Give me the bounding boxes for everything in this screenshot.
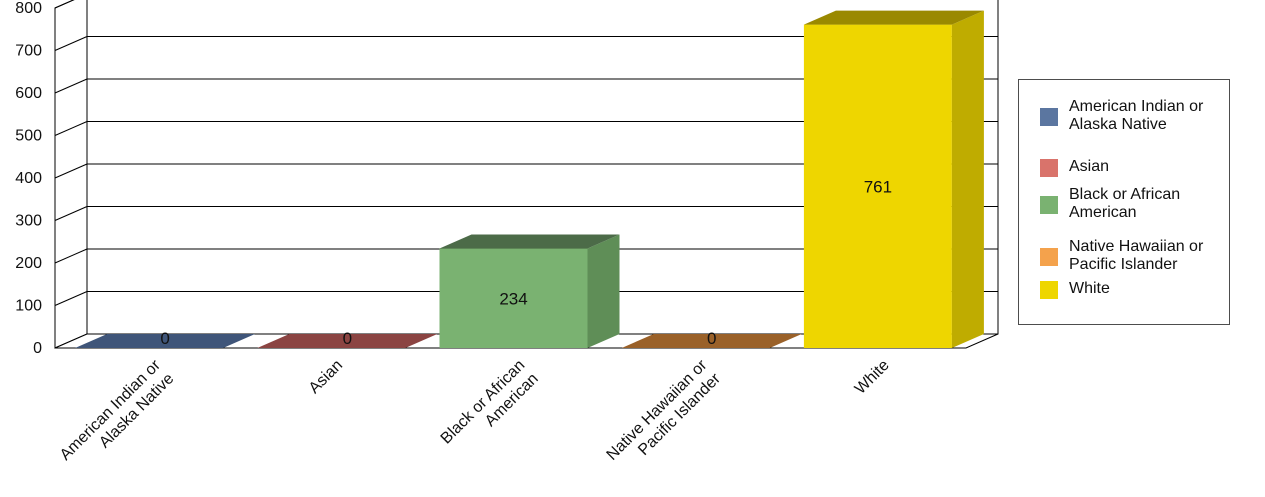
chart-legend: American Indian or Alaska Native Asian Blac…	[1018, 79, 1230, 325]
gridline-left	[54, 78, 88, 94]
bar	[803, 10, 984, 348]
legend-label: Asian	[1069, 158, 1110, 175]
x-tick-label: White	[852, 357, 893, 398]
data-label: 761	[864, 177, 892, 196]
gridline-left	[54, 163, 88, 179]
bar	[439, 234, 620, 348]
bar	[621, 334, 802, 348]
gridline-left	[54, 121, 88, 136]
y-tick-label: 0	[33, 340, 42, 357]
bar-front	[439, 248, 588, 348]
data-label: 0	[160, 329, 169, 348]
y-tick-label: 800	[15, 0, 42, 17]
bar-top	[803, 10, 984, 25]
y-tick-label: 200	[15, 255, 42, 272]
x-tick-label-line: White	[852, 357, 893, 398]
legend-label: American Indian or Alaska Native	[1069, 98, 1204, 133]
legend-label: Black or African American	[1069, 186, 1181, 221]
gridline-left	[54, 206, 88, 221]
gridline-left	[54, 0, 75, 9]
gridline-left	[54, 291, 88, 306]
x-tick-label: Asian	[306, 357, 346, 397]
bar-side	[951, 10, 984, 348]
legend-swatch	[1040, 108, 1058, 126]
bar-side	[587, 234, 620, 348]
data-label: 234	[499, 289, 527, 308]
chart-bars	[75, 10, 984, 348]
legend-swatch	[1040, 248, 1058, 266]
bar-chart: 0 100 200 300 400 500 600 700 800 0 American Indi…	[15, 0, 999, 477]
x-tick-label-line: Asian	[306, 357, 346, 397]
y-tick-label: 100	[15, 298, 42, 315]
bar-top	[75, 334, 256, 348]
y-tick-label: 700	[15, 43, 42, 60]
legend-swatch	[1040, 196, 1058, 214]
bar-top	[621, 334, 802, 348]
x-tick-label: American Indian orAlaska Native	[57, 356, 178, 477]
legend-swatch	[1040, 159, 1058, 177]
left-wall	[54, 0, 88, 349]
y-tick-label: 500	[15, 128, 42, 145]
data-label: 0	[707, 329, 716, 348]
y-tick-label: 400	[15, 170, 42, 187]
gridline-left	[54, 36, 88, 51]
bar	[75, 334, 256, 348]
x-tick-label: Black or AfricanAmerican	[438, 357, 542, 461]
y-tick-label: 600	[15, 85, 42, 102]
data-label: 0	[343, 329, 352, 348]
legend-label: White	[1069, 280, 1110, 297]
x-tick-label: Native Hawaiian orPacific Islander	[604, 356, 725, 477]
bar-top	[257, 334, 438, 348]
y-tick-label: 300	[15, 213, 42, 230]
legend-label: Native Hawaiian or Pacific Islander	[1069, 238, 1204, 273]
bar-top	[439, 234, 620, 249]
legend-swatch	[1040, 281, 1058, 299]
bar-front	[803, 24, 952, 348]
gridline-left	[54, 248, 88, 264]
bar	[257, 334, 438, 348]
